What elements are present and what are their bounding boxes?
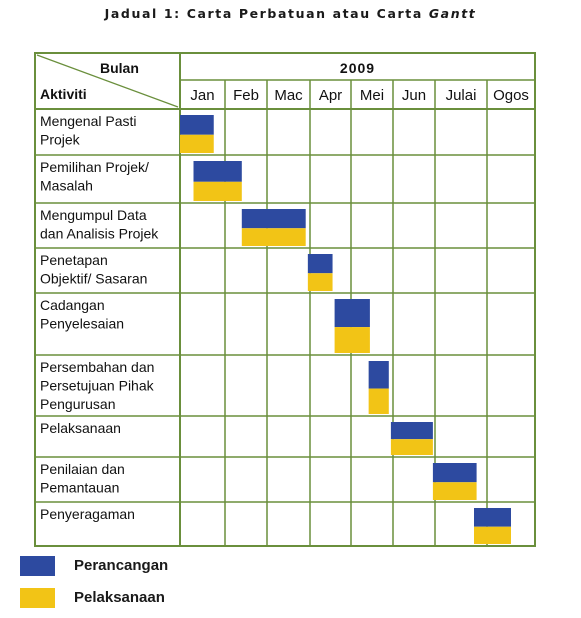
plan-bar <box>432 463 477 483</box>
plan-bar <box>474 508 511 527</box>
exec-bar <box>193 181 242 201</box>
activity-label: Objektif/ Sasaran <box>40 271 147 287</box>
month-label: Ogos <box>493 87 529 104</box>
plan-bar <box>193 161 242 182</box>
month-label: Julai <box>446 87 477 104</box>
activity-label: Mengenal Pasti <box>40 113 137 129</box>
activity-label: Pemantauan <box>40 480 119 496</box>
activity-label: Pengurusan <box>40 396 116 412</box>
gantt-chart: Bulan Aktiviti 2009 Jan Feb Mac Apr Mei Jun Julai… <box>34 52 536 547</box>
month-label: Feb <box>233 87 259 104</box>
activity-label: Pelaksanaan <box>40 420 121 436</box>
plan-bar <box>390 422 433 440</box>
exec-bar <box>307 273 333 291</box>
plan-bar <box>241 209 306 229</box>
legend-swatch-plan <box>20 556 55 576</box>
legend-item-plan: Perancangan <box>20 556 320 580</box>
activity-label: Projek <box>40 132 81 148</box>
month-label: Jan <box>190 87 214 104</box>
exec-bar <box>432 482 477 500</box>
activity-label: Masalah <box>40 178 93 194</box>
exec-bar <box>474 526 511 544</box>
activity-label: Persembahan dan <box>40 359 154 375</box>
column-header-label: Bulan <box>100 60 139 76</box>
activity-label: Penyeragaman <box>40 506 135 522</box>
legend-swatch-exec <box>20 588 55 608</box>
chart-title-italic: Gantt <box>428 6 477 21</box>
table-frame <box>34 52 536 547</box>
exec-bar <box>241 228 306 246</box>
year-label: 2009 <box>340 60 375 76</box>
header-diagonal <box>36 54 179 108</box>
activity-label: dan Analisis Projek <box>40 226 159 242</box>
activity-label: Persetujuan Pihak <box>40 378 155 394</box>
exec-bar <box>334 327 370 353</box>
month-label: Jun <box>402 87 426 104</box>
exec-bar <box>180 134 214 153</box>
activity-label: Penetapan <box>40 252 108 268</box>
plan-bar <box>307 254 333 274</box>
month-label: Mei <box>360 87 384 104</box>
month-label: Mac <box>274 87 303 104</box>
legend-item-exec: Pelaksanaan <box>20 588 320 612</box>
row-header-label: Aktiviti <box>40 86 87 102</box>
chart-title-text: Jadual 1: Carta Perbatuan atau Carta <box>104 6 429 21</box>
chart-title: Jadual 1: Carta Perbatuan atau Carta Gan… <box>0 6 581 21</box>
activity-label: Penilaian dan <box>40 461 125 477</box>
activity-label: Penyelesaian <box>40 316 124 332</box>
exec-bar <box>390 439 433 455</box>
legend-label-exec: Pelaksanaan <box>74 589 165 606</box>
month-label: Apr <box>319 87 342 104</box>
plan-bar <box>180 115 214 135</box>
legend-label-plan: Perancangan <box>74 557 169 574</box>
exec-bar <box>368 388 389 414</box>
plan-bar <box>334 299 370 328</box>
activity-label: Pemilihan Projek/ <box>40 159 149 175</box>
plan-bar <box>368 361 389 389</box>
activity-label: Mengumpul Data <box>40 207 147 223</box>
activity-label: Cadangan <box>40 297 105 313</box>
